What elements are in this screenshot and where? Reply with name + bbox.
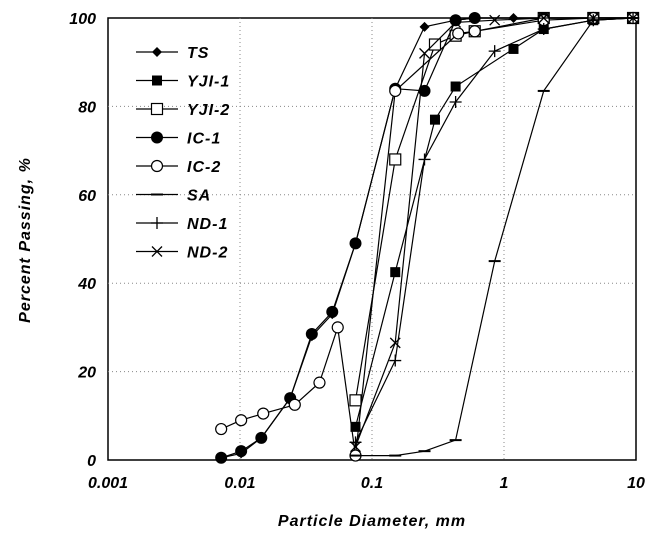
legend-label-ic-1: IC-1 [187,131,221,148]
data-point-ic-1 [349,237,362,250]
data-point-nd-2 [389,337,401,349]
data-point-ic-1 [255,431,268,444]
data-point-yji-1 [429,114,440,125]
y-tick-label: 80 [78,99,96,116]
data-point-nd-1 [389,354,402,367]
x-tick-label: 10 [627,475,645,492]
series-group [215,11,640,464]
data-point-nd-2 [450,16,462,28]
data-point-ic-1 [468,12,481,24]
data-point-yji-1 [350,421,361,432]
y-tick-labels: 0 20 40 60 80 100 [69,11,96,470]
data-point-ic-1 [305,328,318,341]
data-point-ic-2 [288,398,301,411]
data-point-yji-1 [508,43,519,54]
data-point-nd-1 [488,45,501,58]
data-point-yji-1 [450,81,461,92]
x-tick-labels: 0.001 0.01 0.1 1 10 [88,475,645,492]
y-axis-title: Percent Passing, % [17,157,34,323]
data-point-ic-2 [452,27,465,40]
legend: TS YJI-1 YJI-2 IC-1 IC-2 SA ND-1 ND-2 [136,45,230,262]
data-point-nd-1 [537,23,550,36]
data-point-nd-1 [587,14,600,27]
y-tick-label: 20 [77,365,96,382]
legend-marker-ts [152,47,162,57]
legend-label-nd-1: ND-1 [187,216,228,233]
data-point-ic-1 [215,451,228,464]
x-tick-label: 0.001 [88,475,128,492]
x-tick-label: 1 [500,475,509,492]
y-tick-label: 40 [77,276,96,293]
x-tick-label: 0.01 [224,475,255,492]
y-tick-label: 100 [69,11,96,28]
legend-marker-nd-2 [151,246,163,257]
legend-marker-nd-1 [151,217,163,229]
data-point-ic-2 [215,422,228,436]
legend-label-ts: TS [187,45,209,62]
data-point-ic-2 [468,25,481,38]
data-point-ic-2 [331,321,344,334]
data-point-nd-1 [418,153,431,166]
legend-marker-ic-1 [151,131,163,144]
data-point-ic-1 [326,305,339,318]
data-point-yji-2 [349,394,362,407]
legend-item-yji-2: YJI-2 [136,102,230,119]
legend-item-nd-1: ND-1 [136,216,228,233]
y-tick-label: 60 [78,188,96,205]
legend-item-ic-1: IC-1 [136,131,221,148]
data-point-nd-1 [449,95,462,108]
x-axis-title: Particle Diameter, mm [278,513,466,530]
data-point-nd-2 [419,47,430,59]
legend-label-nd-2: ND-2 [187,245,228,262]
legend-item-sa: SA [136,188,211,205]
data-point-nd-2 [587,12,599,24]
data-point-ic-2 [389,84,402,98]
data-point-ts [419,21,430,32]
grid-lines [108,18,636,460]
legend-label-yji-2: YJI-2 [187,102,230,119]
series-nd-2 [350,12,639,453]
data-point-ic-2 [313,376,326,389]
data-point-ic-1 [449,14,462,27]
data-point-ic-2 [257,407,270,420]
data-point-nd-2 [489,14,501,26]
legend-item-yji-1: YJI-1 [136,74,230,91]
legend-label-sa: SA [187,188,211,205]
series-line-nd-2 [354,17,634,447]
legend-label-yji-1: YJI-1 [187,74,230,91]
legend-marker-yji-1 [152,75,162,86]
data-point-yji-1 [390,267,401,278]
series-line-nd-1 [354,17,634,443]
data-point-yji-2 [389,153,402,166]
data-point-yji-2 [428,38,442,51]
data-point-nd-2 [538,12,550,24]
x-tick-label: 0.1 [361,475,383,492]
legend-marker-ic-2 [150,159,164,173]
data-point-nd-2 [350,441,361,453]
legend-item-ic-2: IC-2 [136,159,221,176]
data-point-ic-1 [235,445,248,458]
legend-item-ts: TS [136,45,209,62]
legend-item-nd-2: ND-2 [136,245,228,262]
legend-marker-yji-2 [150,102,164,116]
legend-label-ic-2: IC-2 [187,159,221,176]
data-point-nd-2 [627,12,639,24]
data-point-ic-2 [235,414,248,427]
y-tick-label: 0 [87,453,96,470]
